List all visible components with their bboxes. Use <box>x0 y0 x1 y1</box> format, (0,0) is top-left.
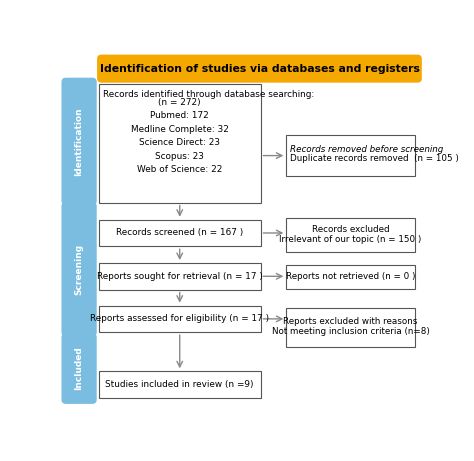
Text: Records screened (n = 167 ): Records screened (n = 167 ) <box>116 229 243 237</box>
FancyBboxPatch shape <box>286 135 415 176</box>
Text: Reports sought for retrieval (n = 17 ): Reports sought for retrieval (n = 17 ) <box>97 272 263 281</box>
Text: Pubmed: 172: Pubmed: 172 <box>150 112 209 120</box>
FancyBboxPatch shape <box>62 202 97 337</box>
Text: Records excluded: Records excluded <box>312 225 389 234</box>
Text: Irrelevant of our topic (n = 150 ): Irrelevant of our topic (n = 150 ) <box>279 235 422 243</box>
Text: Reports assessed for eligibility (n = 17 ): Reports assessed for eligibility (n = 17… <box>90 314 269 323</box>
FancyBboxPatch shape <box>62 78 97 205</box>
Text: Not meeting inclusion criteria (n=8): Not meeting inclusion criteria (n=8) <box>272 327 429 337</box>
Text: Science Direct: 23: Science Direct: 23 <box>139 138 220 148</box>
FancyBboxPatch shape <box>99 263 261 290</box>
FancyBboxPatch shape <box>97 54 422 83</box>
Text: Reports excluded with reasons: Reports excluded with reasons <box>283 318 418 326</box>
FancyBboxPatch shape <box>99 306 261 332</box>
FancyBboxPatch shape <box>286 265 415 289</box>
Text: Included: Included <box>74 347 83 390</box>
FancyBboxPatch shape <box>286 218 415 252</box>
FancyBboxPatch shape <box>99 220 261 246</box>
FancyBboxPatch shape <box>99 371 261 398</box>
Text: (n = 272): (n = 272) <box>158 98 201 107</box>
Text: Duplicate records removed  (n = 105 ): Duplicate records removed (n = 105 ) <box>290 154 459 163</box>
FancyBboxPatch shape <box>62 333 97 404</box>
Text: Identification: Identification <box>74 107 83 176</box>
Text: Reports not retrieved (n = 0 ): Reports not retrieved (n = 0 ) <box>286 272 415 281</box>
Text: Records removed before screening: Records removed before screening <box>290 145 443 154</box>
Text: Scopus: 23: Scopus: 23 <box>155 152 204 161</box>
Text: Identification of studies via databases and registers: Identification of studies via databases … <box>100 64 419 74</box>
Text: Medline Complete: 32: Medline Complete: 32 <box>131 125 228 134</box>
Text: Records identified through database searching:: Records identified through database sear… <box>102 90 314 99</box>
FancyBboxPatch shape <box>99 84 261 203</box>
Text: Web of Science: 22: Web of Science: 22 <box>137 165 222 174</box>
Text: Screening: Screening <box>74 243 83 295</box>
FancyBboxPatch shape <box>286 308 415 347</box>
Text: Studies included in review (n =9): Studies included in review (n =9) <box>106 380 254 389</box>
